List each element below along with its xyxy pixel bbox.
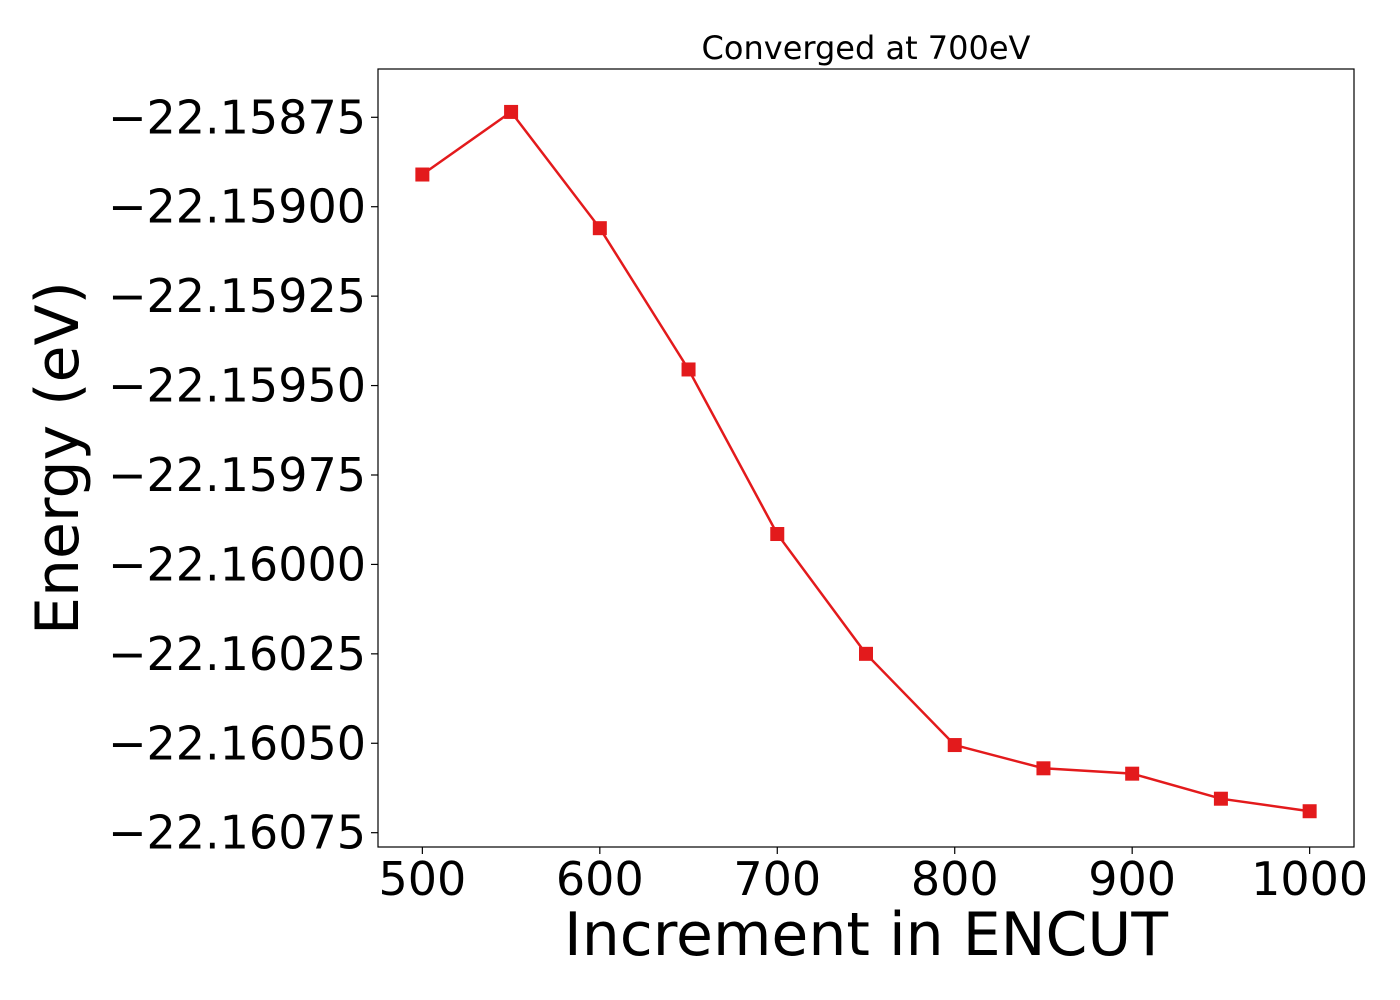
y-axis-title: Energy (eV)	[23, 281, 93, 635]
x-tick-label: 1000	[1251, 852, 1368, 906]
data-point	[1125, 766, 1140, 781]
y-tick-label: −22.15925	[108, 269, 366, 323]
y-axis: −22.15875 −22.15900 −22.15925 −22.15950 −22.…	[108, 90, 378, 860]
series-layer	[415, 104, 1317, 819]
y-tick-label: −22.16050	[108, 716, 366, 770]
data-point	[1302, 804, 1317, 819]
y-tick-label: −22.16000	[108, 537, 366, 591]
x-tick-label: 800	[911, 852, 999, 906]
y-tick-label: −22.16025	[108, 627, 366, 681]
data-point	[592, 221, 607, 236]
data-point	[1036, 761, 1051, 776]
x-axis: 500 600 700 800 900 1000	[378, 847, 1368, 906]
data-point	[1213, 791, 1228, 806]
x-tick-label: 600	[556, 852, 644, 906]
y-tick-label: −22.15950	[108, 359, 366, 413]
data-point	[859, 646, 873, 661]
x-tick-label: 900	[1088, 852, 1176, 906]
data-point	[681, 362, 696, 377]
data-point	[770, 527, 785, 542]
x-tick-label: 500	[378, 852, 466, 906]
x-tick-label: 700	[733, 852, 821, 906]
y-tick-label: −22.15900	[108, 180, 366, 234]
y-tick-label: −22.15975	[108, 448, 366, 502]
data-point	[504, 104, 519, 119]
x-axis-title: Increment in ENCUT	[564, 900, 1168, 970]
plot-frame	[377, 68, 1355, 848]
series-line	[421, 110, 1310, 813]
data-point	[947, 738, 962, 753]
data-point	[415, 167, 430, 182]
y-tick-label: −22.16075	[108, 806, 366, 860]
chart-title: Converged at 700eV	[702, 29, 1031, 67]
y-tick-label: −22.15875	[108, 90, 366, 144]
